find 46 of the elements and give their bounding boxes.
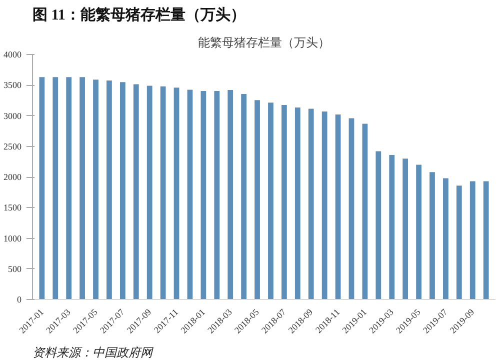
bar <box>146 86 152 300</box>
bar <box>268 102 274 300</box>
bar <box>174 88 180 300</box>
bar <box>335 114 341 300</box>
bar <box>214 90 220 300</box>
bar <box>281 105 287 300</box>
chart-subtitle: 能繁母猪存栏量（万头） <box>198 36 330 50</box>
bar <box>308 108 314 300</box>
bar <box>254 100 260 300</box>
bar <box>376 151 382 300</box>
bar <box>456 186 462 300</box>
bar <box>443 178 448 300</box>
bar <box>120 82 126 300</box>
y-tick-label: 2000 <box>4 172 22 182</box>
bar <box>160 86 166 300</box>
text: 资料来源：中国政府网 <box>32 346 154 360</box>
bar <box>133 84 139 300</box>
y-tick-label: 1500 <box>4 202 22 213</box>
chart-title: 图 11：能繁母猪存栏量（万头） <box>32 6 246 24</box>
bar <box>416 164 422 300</box>
y-tick-label: 3000 <box>4 110 22 121</box>
bar <box>106 80 112 300</box>
bar <box>389 154 395 300</box>
y-tick-label: 500 <box>8 264 22 274</box>
bar <box>294 107 300 300</box>
bar <box>362 124 368 300</box>
bar <box>66 77 72 300</box>
bar <box>200 90 206 300</box>
y-tick-label: 0 <box>17 294 22 304</box>
bar <box>241 94 247 300</box>
bar <box>93 80 98 300</box>
y-tick-label: 4000 <box>4 50 22 60</box>
bar <box>80 77 85 300</box>
bar <box>470 181 476 300</box>
y-tick-label: 2500 <box>4 141 22 152</box>
bar <box>52 77 58 300</box>
bar <box>187 90 193 300</box>
bar <box>228 90 234 300</box>
bar <box>402 158 408 300</box>
y-tick-label: 1000 <box>4 233 22 244</box>
bar <box>430 172 435 300</box>
bar <box>322 111 328 300</box>
y-tick-label: 3500 <box>4 80 22 90</box>
bar <box>348 118 354 300</box>
bar <box>483 181 489 300</box>
bar <box>39 77 45 300</box>
